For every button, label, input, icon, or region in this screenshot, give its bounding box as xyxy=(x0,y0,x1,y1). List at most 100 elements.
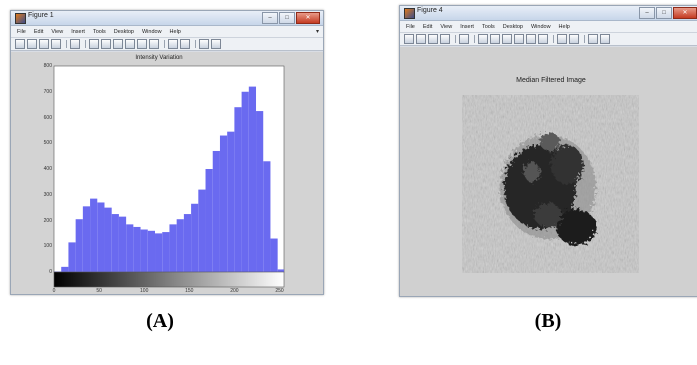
x-tick-label: 50 xyxy=(96,288,102,294)
title-bar[interactable]: Figure 4 – □ ✕ xyxy=(400,6,697,21)
histogram-bar xyxy=(162,232,170,272)
print-icon[interactable] xyxy=(440,34,450,44)
histogram-bar xyxy=(227,131,235,272)
histogram-axes[interactable] xyxy=(11,52,321,292)
figure-body: Intensity Variation 0 100 200 300 400 500 600 7… xyxy=(11,52,323,294)
histogram-bar xyxy=(147,230,155,272)
histogram-bar xyxy=(198,189,206,272)
matlab-icon xyxy=(15,13,26,24)
caption-b: (B) xyxy=(534,310,562,332)
histogram-bar xyxy=(205,169,213,272)
dock-arrow-icon[interactable]: ▾ xyxy=(315,29,319,35)
save-icon[interactable] xyxy=(428,34,438,44)
show-icon[interactable] xyxy=(211,39,221,49)
menu-desktop[interactable]: Desktop xyxy=(502,23,523,30)
histogram-bar xyxy=(104,207,112,272)
rotate-icon[interactable] xyxy=(514,34,524,44)
datacursor-icon[interactable] xyxy=(137,39,147,49)
hide-icon[interactable] xyxy=(199,39,209,49)
histogram-bar xyxy=(191,203,199,272)
menu-edit[interactable]: Edit xyxy=(33,28,44,35)
zoom-out-icon[interactable] xyxy=(490,34,500,44)
histogram-bar xyxy=(277,269,284,272)
rotate-icon[interactable] xyxy=(125,39,135,49)
histogram-bar xyxy=(133,226,141,272)
menu-file[interactable]: File xyxy=(17,28,26,35)
hide-icon[interactable] xyxy=(588,34,598,44)
new-icon[interactable] xyxy=(404,34,414,44)
menu-view[interactable]: View xyxy=(440,23,453,30)
histogram-bar xyxy=(234,107,242,272)
maximize-button[interactable]: □ xyxy=(279,12,295,24)
open-icon[interactable] xyxy=(27,39,37,49)
histogram-bar xyxy=(111,214,119,272)
median-filtered-image[interactable] xyxy=(400,47,697,297)
histogram-bar xyxy=(263,161,271,272)
histogram-bar xyxy=(241,91,249,272)
menu-help[interactable]: Help xyxy=(558,23,570,30)
axes-title: Median Filtered Image xyxy=(516,77,586,84)
window-title: Figure 1 xyxy=(28,12,54,19)
histogram-bar xyxy=(61,266,69,272)
y-tick-label: 800 xyxy=(43,63,52,69)
menu-insert[interactable]: Insert xyxy=(71,28,85,35)
menu-help[interactable]: Help xyxy=(169,28,181,35)
legend-icon[interactable] xyxy=(180,39,190,49)
close-button[interactable]: ✕ xyxy=(673,7,697,19)
menu-file[interactable]: File xyxy=(406,23,415,30)
toolbar-separator xyxy=(195,40,196,48)
menu-window[interactable]: Window xyxy=(530,23,551,30)
histogram-bar xyxy=(90,198,98,272)
histogram-bar xyxy=(68,242,76,272)
figure-window-a[interactable]: Figure 1 – □ ✕ File Edit View Insert Too… xyxy=(10,10,324,295)
toolbar-separator xyxy=(474,35,475,43)
menu-window[interactable]: Window xyxy=(141,28,162,35)
menu-tools[interactable]: Tools xyxy=(481,23,495,30)
pointer-icon[interactable] xyxy=(70,39,80,49)
zoom-in-icon[interactable] xyxy=(478,34,488,44)
y-tick-label: 500 xyxy=(43,140,52,147)
pan-icon[interactable] xyxy=(502,34,512,44)
open-icon[interactable] xyxy=(416,34,426,44)
legend-icon[interactable] xyxy=(569,34,579,44)
x-tick-label: 100 xyxy=(140,288,149,294)
menu-bar: File Edit View Insert Tools Desktop Wind… xyxy=(11,26,323,38)
colorbar-icon[interactable] xyxy=(557,34,567,44)
menu-tools[interactable]: Tools xyxy=(92,28,106,35)
toolbar-separator xyxy=(455,35,456,43)
histogram-bar xyxy=(169,224,177,272)
show-icon[interactable] xyxy=(600,34,610,44)
maximize-button[interactable]: □ xyxy=(656,7,672,19)
print-icon[interactable] xyxy=(51,39,61,49)
minimize-button[interactable]: – xyxy=(639,7,655,19)
menu-insert[interactable]: Insert xyxy=(460,23,474,30)
minimize-button[interactable]: – xyxy=(262,12,278,24)
y-tick-label: 0 xyxy=(49,269,52,275)
figure-window-b[interactable]: Figure 4 – □ ✕ File Edit View Insert Too… xyxy=(399,5,697,297)
histogram-bar xyxy=(155,233,163,272)
new-icon[interactable] xyxy=(15,39,25,49)
histogram-bar xyxy=(140,229,148,272)
zoom-in-icon[interactable] xyxy=(89,39,99,49)
close-button[interactable]: ✕ xyxy=(296,12,320,24)
toolbar-separator xyxy=(66,40,67,48)
menu-desktop[interactable]: Desktop xyxy=(113,28,134,35)
pointer-icon[interactable] xyxy=(459,34,469,44)
caption-a: (A) xyxy=(146,310,174,332)
y-tick-label: 400 xyxy=(43,166,52,172)
brush-icon[interactable] xyxy=(149,39,159,49)
menu-view[interactable]: View xyxy=(51,28,64,35)
title-bar[interactable]: Figure 1 – □ ✕ xyxy=(11,11,323,26)
save-icon[interactable] xyxy=(39,39,49,49)
brush-icon[interactable] xyxy=(538,34,548,44)
y-tick-label: 300 xyxy=(43,191,52,198)
y-tick-label: 600 xyxy=(43,114,52,121)
histogram-bar xyxy=(75,219,83,272)
pan-icon[interactable] xyxy=(113,39,123,49)
y-tick-label: 100 xyxy=(43,243,52,250)
colorbar-icon[interactable] xyxy=(168,39,178,49)
matlab-icon xyxy=(404,8,415,19)
zoom-out-icon[interactable] xyxy=(101,39,111,49)
menu-edit[interactable]: Edit xyxy=(422,23,433,30)
datacursor-icon[interactable] xyxy=(526,34,536,44)
